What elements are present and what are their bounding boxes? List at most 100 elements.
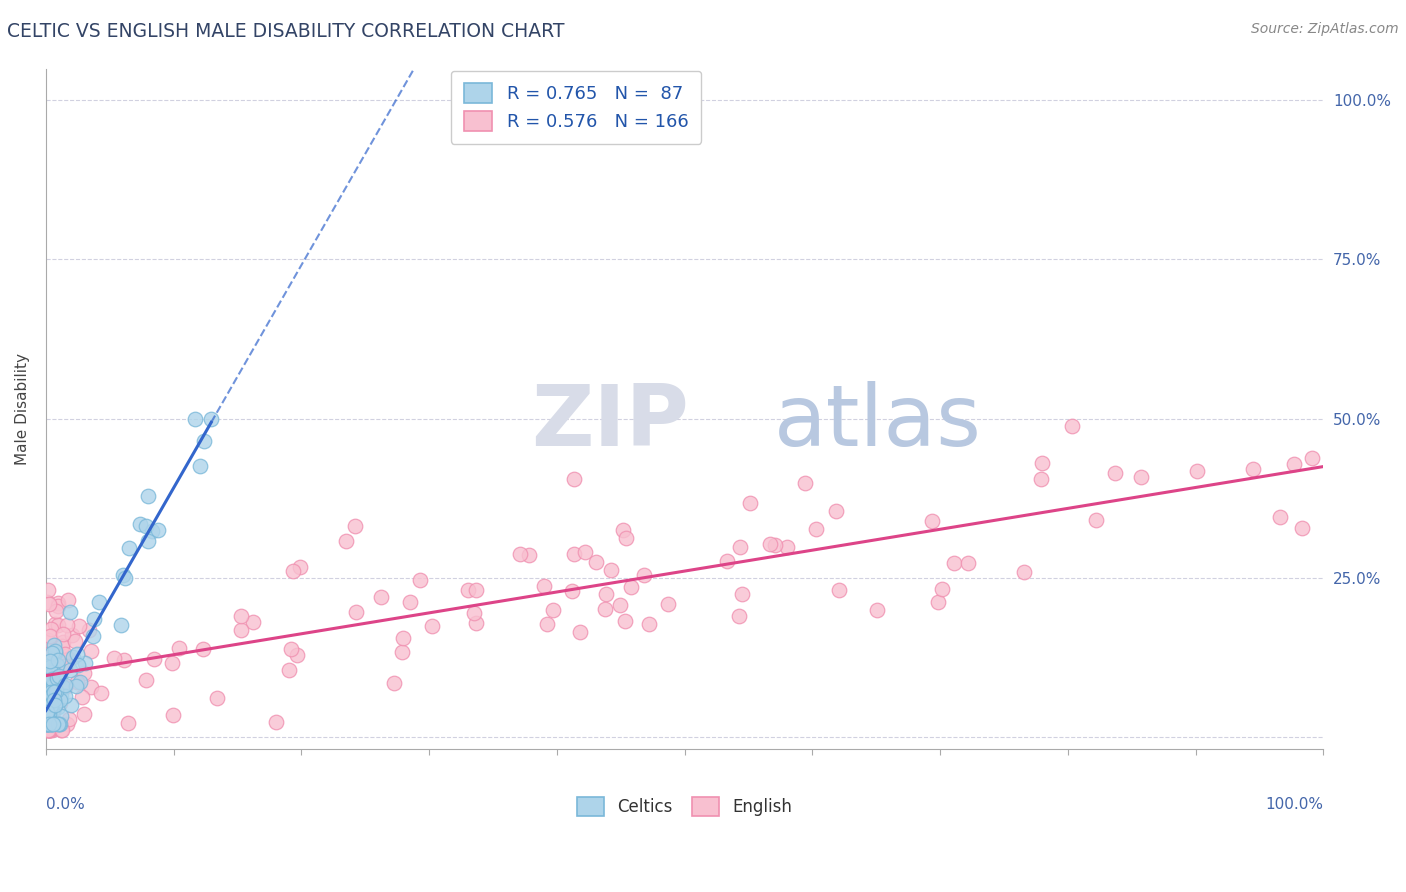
Point bbox=[1031, 472, 1053, 486]
Point bbox=[63, 634, 86, 648]
Point bbox=[42, 690, 65, 705]
Point bbox=[44, 648, 66, 662]
Point bbox=[60, 628, 83, 642]
Point bbox=[39, 723, 62, 738]
Point bbox=[41, 686, 63, 700]
Point bbox=[731, 587, 754, 601]
Point bbox=[38, 709, 60, 723]
Point bbox=[562, 547, 585, 561]
Point bbox=[114, 653, 136, 667]
Point bbox=[37, 676, 59, 690]
Point bbox=[409, 573, 432, 587]
Point bbox=[58, 712, 80, 726]
Point bbox=[48, 669, 70, 683]
Point bbox=[39, 686, 62, 700]
Point bbox=[533, 579, 555, 593]
Point bbox=[83, 611, 105, 625]
Point bbox=[135, 673, 157, 687]
Point bbox=[41, 646, 63, 660]
Point bbox=[37, 723, 59, 738]
Point bbox=[738, 495, 761, 509]
Point bbox=[759, 537, 782, 551]
Point bbox=[77, 623, 100, 637]
Point bbox=[41, 679, 63, 693]
Point bbox=[593, 602, 616, 616]
Point bbox=[509, 547, 531, 561]
Point bbox=[51, 640, 73, 654]
Point bbox=[392, 632, 415, 646]
Point bbox=[205, 690, 228, 705]
Point bbox=[804, 522, 827, 536]
Point bbox=[37, 649, 59, 664]
Point bbox=[49, 693, 72, 707]
Point bbox=[37, 667, 59, 681]
Point bbox=[229, 608, 252, 623]
Point bbox=[55, 618, 77, 632]
Point bbox=[39, 701, 62, 715]
Text: 0.0%: 0.0% bbox=[46, 797, 84, 812]
Point bbox=[37, 679, 59, 693]
Point bbox=[44, 646, 66, 660]
Point bbox=[574, 545, 596, 559]
Point bbox=[59, 663, 82, 677]
Point bbox=[422, 619, 444, 633]
Point bbox=[44, 657, 66, 671]
Point bbox=[41, 704, 63, 718]
Point bbox=[463, 607, 485, 621]
Point bbox=[52, 680, 75, 694]
Point bbox=[148, 524, 170, 538]
Point bbox=[37, 659, 59, 673]
Point bbox=[53, 659, 76, 673]
Point bbox=[39, 710, 62, 724]
Point bbox=[46, 690, 69, 705]
Point bbox=[41, 672, 63, 686]
Point bbox=[730, 540, 752, 554]
Point bbox=[53, 647, 76, 661]
Point bbox=[117, 716, 139, 731]
Point bbox=[1012, 565, 1035, 579]
Point bbox=[38, 717, 60, 731]
Point bbox=[38, 716, 60, 731]
Point bbox=[73, 657, 96, 671]
Point bbox=[46, 717, 69, 731]
Point bbox=[464, 616, 486, 631]
Point bbox=[66, 674, 89, 689]
Point bbox=[82, 629, 104, 643]
Legend: Celtics, English: Celtics, English bbox=[571, 791, 799, 822]
Point bbox=[45, 604, 67, 618]
Point bbox=[42, 665, 65, 679]
Point bbox=[1268, 510, 1291, 524]
Point bbox=[183, 411, 205, 425]
Point bbox=[39, 656, 62, 670]
Point bbox=[42, 693, 65, 707]
Point bbox=[59, 698, 82, 713]
Point bbox=[41, 661, 63, 675]
Point bbox=[609, 598, 631, 612]
Point bbox=[280, 642, 302, 657]
Point bbox=[42, 656, 65, 670]
Point bbox=[1104, 467, 1126, 481]
Point bbox=[37, 651, 59, 665]
Y-axis label: Male Disability: Male Disability bbox=[15, 353, 30, 465]
Point bbox=[595, 586, 617, 600]
Point bbox=[613, 614, 636, 628]
Point bbox=[39, 629, 62, 643]
Point bbox=[162, 708, 184, 723]
Point bbox=[38, 690, 60, 705]
Point bbox=[391, 645, 413, 659]
Point bbox=[561, 583, 583, 598]
Point bbox=[41, 717, 63, 731]
Point bbox=[38, 704, 60, 718]
Point bbox=[612, 523, 634, 537]
Point bbox=[39, 715, 62, 730]
Point bbox=[231, 624, 253, 638]
Point bbox=[38, 673, 60, 687]
Point bbox=[53, 678, 76, 692]
Point bbox=[37, 717, 59, 731]
Text: 100.0%: 100.0% bbox=[1265, 797, 1323, 812]
Point bbox=[65, 679, 87, 693]
Point bbox=[136, 533, 159, 548]
Point bbox=[38, 660, 60, 674]
Point bbox=[42, 684, 65, 698]
Point bbox=[45, 683, 67, 698]
